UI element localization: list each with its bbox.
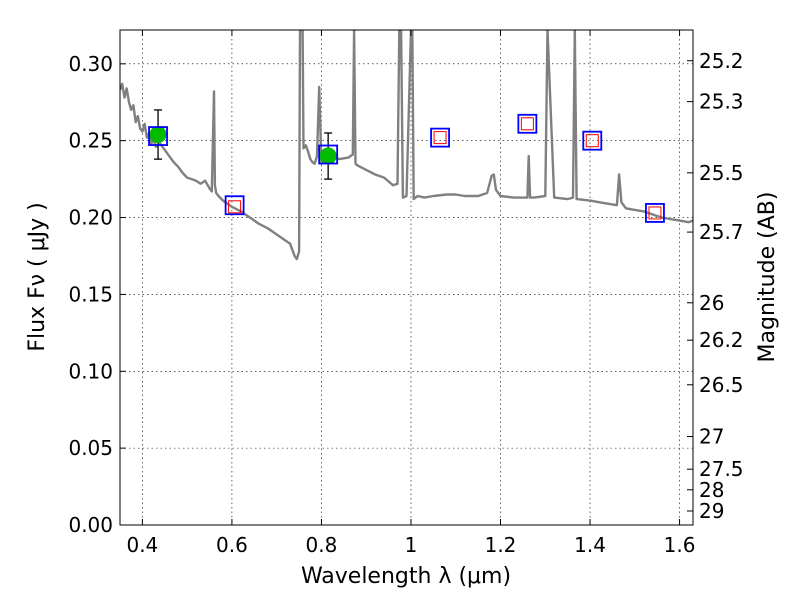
mag-tick-label: 25.5 [699, 161, 744, 185]
model-band-square [645, 203, 665, 223]
x-tick-label: 0.4 [126, 533, 158, 557]
synthetic-band-square [433, 131, 447, 145]
synthetic-band-square [228, 200, 242, 214]
synthetic-band-square [520, 117, 534, 131]
y-tick-label: 0.05 [68, 436, 113, 460]
model-band-square [517, 113, 538, 134]
y-tick-label: 0.15 [68, 282, 113, 306]
synthetic-band-square [648, 206, 662, 220]
x-tick-label: 1.6 [664, 533, 696, 557]
y2-axis-label: Magnitude (AB) [755, 192, 780, 363]
x-tick-label: 1.2 [485, 533, 517, 557]
x-axis-label: Wavelength λ (μm) [301, 564, 511, 589]
mag-tick-label: 25.2 [699, 49, 744, 73]
model-band-square [224, 195, 245, 216]
x-tick-label: 1 [405, 533, 418, 557]
x-tick-label: 1.4 [574, 533, 606, 557]
mag-tick-label: 28 [699, 478, 724, 502]
mag-tick-label: 26 [699, 291, 724, 315]
mag-tick-label: 27 [699, 425, 724, 449]
plot-background [120, 30, 693, 525]
model-band-square [318, 144, 339, 165]
model-band-square [430, 127, 450, 148]
observed-point [149, 126, 167, 144]
plot-frame [119, 29, 694, 526]
axis-ticks: 0.4 0.6 0.8 1 1.2 1.4 1.6 0.00 0.05 0.10 0.15 0.20 0… [68, 30, 744, 557]
model-band-square [582, 130, 603, 151]
model-band-square [148, 126, 168, 146]
synthetic-band-square [585, 134, 599, 148]
y-axis-label: Flux Fν ( μJy ) [25, 202, 50, 351]
mag-tick-label: 29 [699, 499, 724, 523]
y-tick-label: 0.30 [68, 52, 113, 76]
y-tick-label: 0.10 [68, 359, 113, 383]
x-tick-label: 0.8 [306, 533, 338, 557]
mag-tick-label: 25.3 [699, 90, 744, 114]
y-tick-label: 0.20 [68, 206, 113, 230]
x-tick-label: 0.6 [216, 533, 248, 557]
mag-tick-label: 27.5 [699, 457, 744, 481]
plot-area [120, 30, 693, 261]
mag-tick-label: 25.7 [699, 220, 744, 244]
observed-point [319, 147, 337, 165]
y-tick-label: 0.25 [68, 129, 113, 153]
y-tick-label: 0.00 [68, 513, 113, 537]
mag-tick-label: 26.5 [699, 373, 744, 397]
mag-tick-label: 26.2 [699, 328, 744, 352]
